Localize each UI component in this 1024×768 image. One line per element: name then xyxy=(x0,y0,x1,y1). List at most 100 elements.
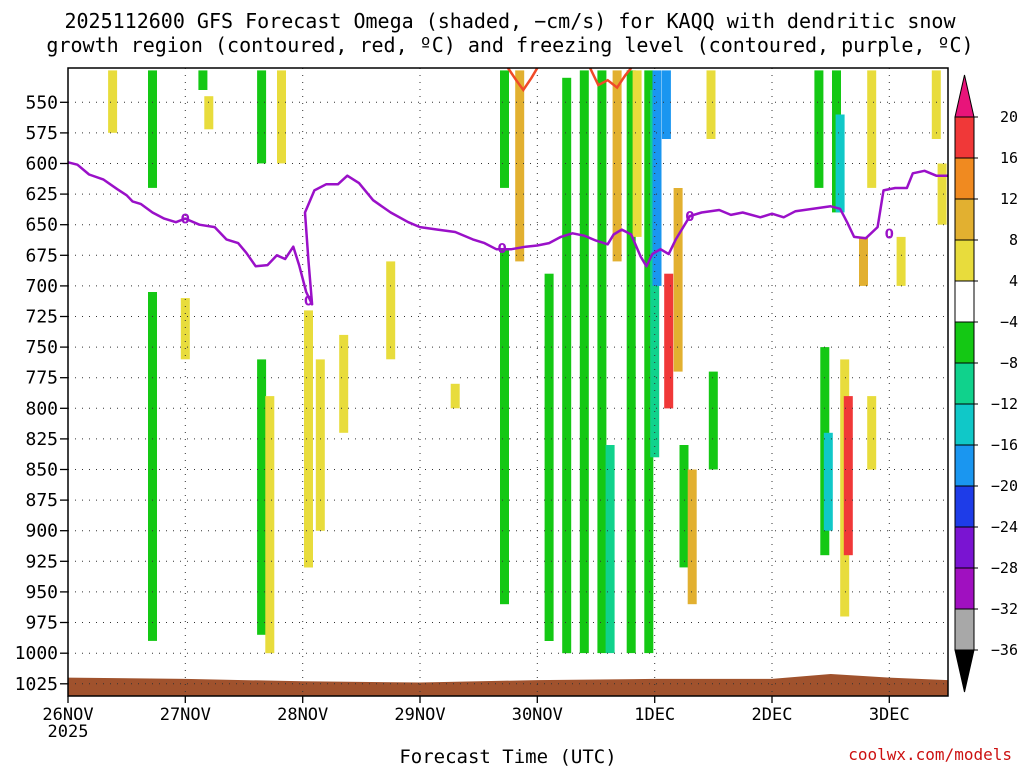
omega-shade-cell xyxy=(664,273,674,409)
y-tick-label: 600 xyxy=(25,154,58,175)
y-tick-label: 800 xyxy=(25,398,58,419)
y-tick-label: 750 xyxy=(25,337,58,358)
y-tick-label: 975 xyxy=(25,613,58,634)
omega-shade-cell xyxy=(198,70,208,90)
omega-shade-cell xyxy=(931,70,941,139)
colorbar-band xyxy=(954,116,975,159)
x-tick-label: 27NOV xyxy=(160,705,211,725)
colorbar-band xyxy=(954,198,975,241)
omega-shade-cell xyxy=(515,70,525,262)
omega-shade-cell xyxy=(562,77,572,654)
omega-shade-cell xyxy=(823,432,833,531)
plot-area xyxy=(68,70,948,696)
colorbar-band xyxy=(954,321,975,364)
freezing-level-label: 0 xyxy=(498,242,507,257)
x-axis-label: Forecast Time (UTC) xyxy=(399,746,616,768)
y-tick-label: 625 xyxy=(25,184,58,205)
omega-shade-cell xyxy=(204,96,214,130)
omega-shade-cell xyxy=(652,70,662,286)
dgz-contour-line xyxy=(588,67,633,90)
omega-shade-cell xyxy=(896,236,906,286)
colorbar-label: −4 xyxy=(1000,313,1018,331)
y-tick-label: 925 xyxy=(25,551,58,572)
colorbar-label: −24 xyxy=(991,518,1018,536)
omega-shade-cell xyxy=(450,383,460,409)
freezing-level-label: 0 xyxy=(885,227,894,242)
colorbar-label: −36 xyxy=(991,641,1018,659)
y-tick-label: 650 xyxy=(25,215,58,236)
colorbar-label: −12 xyxy=(991,395,1018,413)
omega-shade-cell xyxy=(859,236,868,286)
omega-shade-cell xyxy=(544,273,554,641)
x-tick-label: 30NOV xyxy=(512,705,563,725)
colorbar-band xyxy=(954,403,975,446)
x-tick-label: 26NOV xyxy=(42,705,93,725)
colorbar-band xyxy=(954,608,975,651)
omega-shade-cell xyxy=(673,188,683,372)
y-tick-label: 950 xyxy=(25,582,58,603)
omega-shade-cell xyxy=(843,396,853,556)
colorbar-band xyxy=(954,526,975,569)
omega-shade-cell xyxy=(661,70,671,139)
colorbar-band xyxy=(954,444,975,487)
omega-shade-cell xyxy=(687,469,697,605)
omega-shade-cell xyxy=(597,70,607,654)
y-tick-label: 825 xyxy=(25,429,58,450)
y-tick-label: 550 xyxy=(25,92,58,113)
omega-shade-cell xyxy=(257,359,267,635)
colorbar: 20 16 12 8 4 −4 −8 −12 −16 −20 −24 −28 −32 −36 xyxy=(954,74,1018,693)
y-axis: 550 575 600 625 650 675 700 725 750 775 800 825 850 8… xyxy=(15,92,68,695)
omega-shade-cell xyxy=(867,396,877,470)
x-tick-label: 29NOV xyxy=(394,705,445,725)
colorbar-bottom-arrow xyxy=(954,649,975,693)
y-tick-label: 700 xyxy=(25,276,58,297)
colorbar-label: 20 xyxy=(1000,108,1018,126)
omega-shade-cell xyxy=(108,70,118,133)
chart-title-line1: 2025112600 GFS Forecast Omega (shaded, −… xyxy=(64,9,956,33)
plot-frame xyxy=(67,67,949,697)
surface-terrain xyxy=(68,674,948,696)
omega-shade-cell xyxy=(500,70,509,188)
colorbar-label: 16 xyxy=(1000,149,1018,167)
omega-shade-cell xyxy=(180,298,190,360)
omega-shade-cell xyxy=(315,359,325,531)
y-tick-label: 775 xyxy=(25,368,58,389)
colorbar-band xyxy=(954,485,975,528)
y-tick-label: 1000 xyxy=(15,643,58,664)
omega-shade-cell xyxy=(257,70,267,164)
omega-shade-cell xyxy=(679,445,689,568)
credit-link[interactable]: coolwx.com/models xyxy=(848,745,1012,764)
omega-shade-cell xyxy=(867,70,877,188)
omega-shade-cell xyxy=(814,70,824,188)
omega-shade-cell xyxy=(386,261,396,360)
omega-shade-cell xyxy=(148,292,157,641)
freezing-level-line xyxy=(67,161,948,306)
omega-shade-cell xyxy=(339,334,349,433)
dgz-contour-line xyxy=(506,67,539,93)
omega-shade-cell xyxy=(708,371,718,470)
omega-shade-cell xyxy=(277,70,286,164)
x-tick-label: 3DEC xyxy=(869,705,910,725)
colorbar-label: 12 xyxy=(1000,190,1018,208)
x-tick-label: 28NOV xyxy=(277,705,328,725)
colorbar-band xyxy=(954,157,975,200)
omega-shade-cell xyxy=(937,163,947,225)
colorbar-band xyxy=(954,362,975,405)
omega-shade-cell xyxy=(579,70,589,654)
omega-shade-cell xyxy=(626,70,636,654)
colorbar-label: −8 xyxy=(1000,354,1018,372)
y-tick-label: 675 xyxy=(25,245,58,266)
omega-shade-cell xyxy=(835,114,845,213)
dgz-contour-layer xyxy=(506,67,633,93)
y-tick-label: 900 xyxy=(25,521,58,542)
colorbar-band xyxy=(954,239,975,282)
omega-shade-cell xyxy=(706,70,716,139)
omega-shade-cell xyxy=(632,70,642,237)
freezing-level-label: 0 xyxy=(304,295,313,310)
colorbar-band xyxy=(954,280,975,323)
x-tick-label: 1DEC xyxy=(634,705,675,725)
freezing-level-label: 0 xyxy=(685,210,694,225)
omega-shade-cell xyxy=(644,70,654,654)
